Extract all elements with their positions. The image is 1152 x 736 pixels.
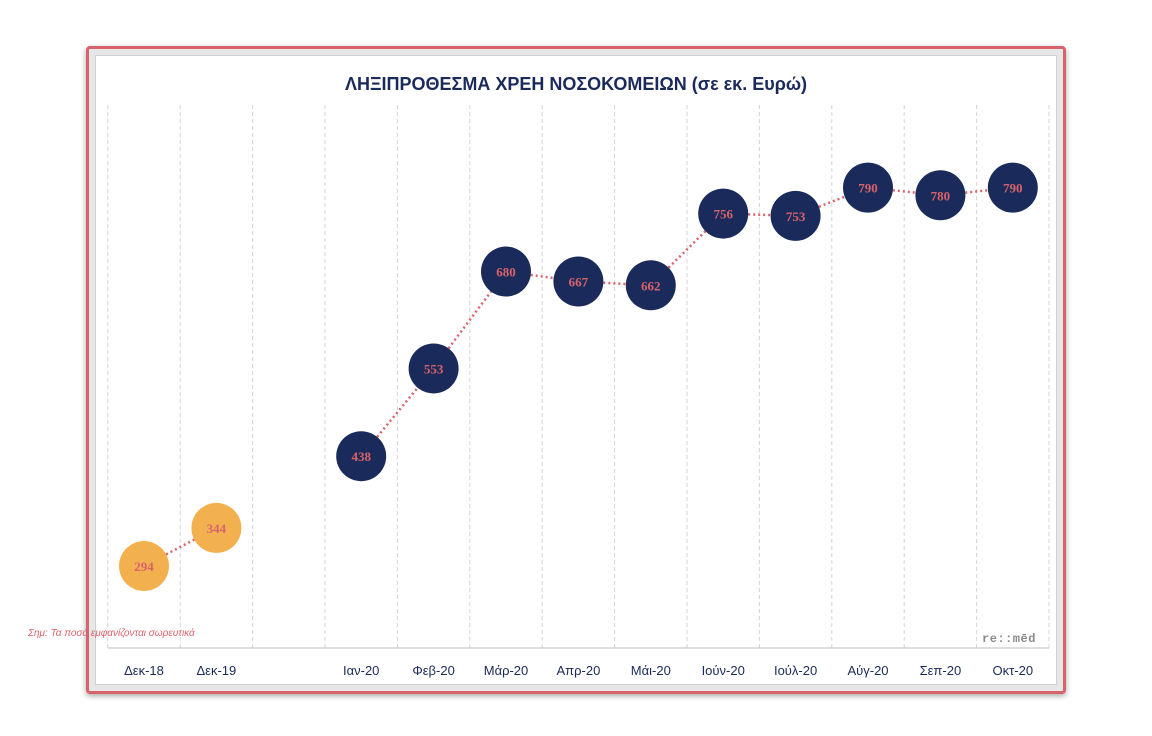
data-label: 780 [931, 188, 951, 203]
x-tick-label: Μάρ-20 [484, 663, 529, 678]
x-tick-label: Αύγ-20 [847, 663, 888, 678]
chart-title: ΛΗΞΙΠΡΟΘΕΣΜΑ ΧΡΕΗ ΝΟΣΟΚΟΜΕΙΩΝ (σε εκ. Ευ… [344, 74, 808, 94]
data-point [625, 260, 676, 311]
data-label: 790 [858, 181, 878, 196]
data-label: 753 [786, 209, 806, 224]
x-tick-label: Μάι-20 [631, 663, 671, 678]
x-tick-label: Δεκ-18 [124, 663, 164, 678]
x-tick-label: Σεπ-20 [920, 663, 962, 678]
data-label: 756 [713, 207, 733, 222]
x-tick-label: Ιούλ-20 [774, 663, 817, 678]
data-point [408, 343, 459, 394]
x-tick-label: Ιούν-20 [702, 663, 745, 678]
chart-frame: ΛΗΞΙΠΡΟΘΕΣΜΑ ΧΡΕΗ ΝΟΣΟΚΟΜΕΙΩΝ (σε εκ. Ευ… [86, 46, 1066, 694]
data-label: 667 [569, 274, 589, 289]
data-label: 553 [424, 361, 444, 376]
data-point [843, 162, 893, 213]
x-tick-label: Δεκ-19 [197, 663, 237, 678]
data-point [915, 170, 966, 221]
x-axis-ticks: Δεκ-18 Δεκ-19 Ιαν-20 Φεβ-20 Μάρ-20 Απρ-20 Μάι-… [124, 663, 1033, 678]
x-tick-label: Φεβ-20 [412, 663, 454, 678]
data-points: 294 344 438 553 680 667 662 756 753 790 780 790 [119, 162, 1038, 592]
x-tick-label: Οκτ-20 [993, 663, 1034, 678]
x-tick-label: Απρ-20 [556, 663, 600, 678]
data-point [481, 246, 531, 297]
data-label: 438 [351, 449, 371, 464]
data-point [698, 188, 749, 239]
data-label: 344 [207, 521, 227, 536]
brand-logo: re::mēd [982, 632, 1036, 646]
gridlines [107, 105, 1050, 649]
connectors [143, 186, 1013, 568]
data-label: 294 [134, 559, 154, 574]
x-tick-label: Ιαν-20 [343, 663, 379, 678]
data-point [553, 256, 604, 307]
connector-line [360, 367, 435, 457]
data-label: 790 [1003, 181, 1023, 196]
footnote: Σημ: Τα ποσά εμφανίζονται σωρευτικά [28, 628, 195, 639]
data-point [336, 431, 387, 482]
data-point [770, 190, 821, 241]
connector-line [143, 526, 217, 568]
chart-panel: ΛΗΞΙΠΡΟΘΕΣΜΑ ΧΡΕΗ ΝΟΣΟΚΟΜΕΙΩΝ (σε εκ. Ευ… [95, 55, 1057, 685]
data-point [987, 162, 1038, 213]
data-point [191, 502, 242, 553]
data-label: 662 [641, 278, 661, 293]
data-point [119, 541, 169, 592]
data-label: 680 [496, 265, 516, 280]
